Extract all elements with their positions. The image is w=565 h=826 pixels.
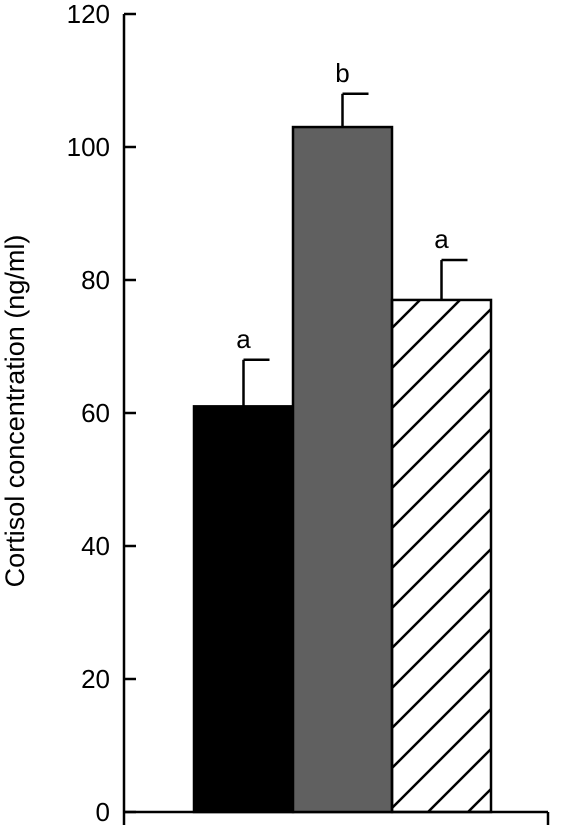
y-axis: 0 20 40 60 80 100 120 — [67, 0, 136, 826]
bar-2 — [291, 125, 394, 814]
x-axis — [122, 810, 550, 825]
y-axis-title: Cortisol concentration (ng/ml) — [0, 235, 30, 588]
y-tick-label: 100 — [67, 132, 110, 162]
y-tick-label: 80 — [81, 265, 110, 295]
significance-label: a — [236, 324, 251, 354]
significance-label: b — [335, 58, 349, 88]
y-tick-label: 0 — [96, 797, 110, 826]
y-tick-label: 120 — [67, 0, 110, 29]
bars: a b a — [192, 58, 493, 814]
significance-label: a — [434, 224, 449, 254]
y-tick-label: 40 — [81, 531, 110, 561]
bar-3 — [390, 298, 493, 814]
bar-1 — [192, 405, 295, 814]
y-tick-label: 60 — [81, 398, 110, 428]
y-tick-label: 20 — [81, 664, 110, 694]
